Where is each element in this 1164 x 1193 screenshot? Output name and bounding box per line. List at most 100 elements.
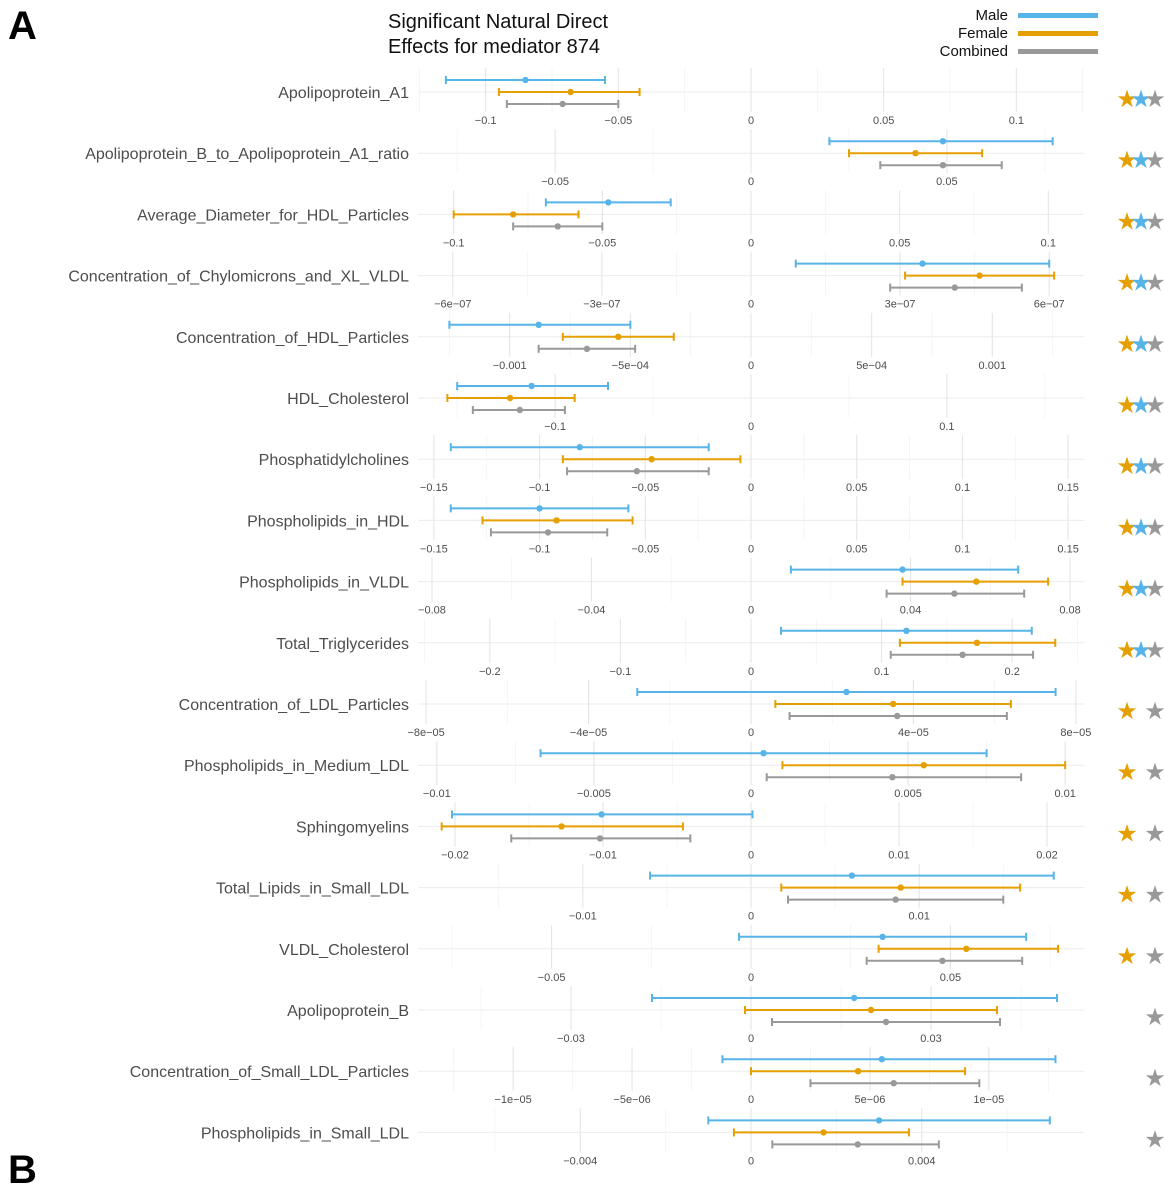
row-label: Concentration_of_HDL_Particles	[176, 330, 409, 347]
legend-item-combined: Combined	[900, 42, 1100, 60]
female-point-estimate	[897, 884, 904, 891]
significance-star-combined: ★	[1144, 1064, 1164, 1092]
x-tick-label: −0.1	[443, 237, 465, 249]
x-tick-label: 0.1	[1009, 115, 1024, 127]
x-tick-label: 0.15	[1057, 482, 1078, 494]
combined-point-estimate	[544, 529, 552, 536]
significance-star-male: ★	[1130, 85, 1152, 113]
x-tick-label: −1e−05	[494, 1094, 531, 1106]
x-tick-label: 0	[748, 727, 754, 739]
x-tick-label: 0	[748, 299, 754, 311]
significance-star-combined: ★	[1144, 330, 1164, 358]
x-tick-label: −0.2	[479, 666, 501, 678]
row-label: Sphingomyelins	[296, 819, 409, 836]
combined-point-estimate	[892, 896, 899, 903]
legend-item-male: Male	[900, 6, 1100, 24]
legend-swatch	[1018, 49, 1098, 54]
row-label: Apolipoprotein_B_to_Apolipoprotein_A1_ra…	[85, 146, 409, 163]
female-point-estimate	[558, 823, 565, 830]
x-tick-label: 0	[748, 115, 754, 127]
x-tick-label: 3e−07	[885, 299, 916, 311]
combined-point-estimate	[951, 284, 958, 291]
significance-star-female: ★	[1116, 942, 1138, 970]
significance-star-male: ★	[1130, 636, 1152, 664]
male-point-estimate	[760, 750, 767, 757]
x-tick-label: 0.01	[908, 911, 929, 923]
x-tick-label: −0.15	[420, 543, 448, 555]
x-tick-label: 5e−06	[854, 1094, 885, 1106]
x-tick-label: 0.15	[1057, 543, 1078, 555]
x-tick-label: −0.001	[493, 360, 527, 372]
female-point-estimate	[973, 639, 981, 646]
x-tick-label: 0	[748, 849, 754, 861]
male-point-estimate	[598, 811, 605, 818]
row-label: HDL_Cholesterol	[287, 391, 409, 408]
x-tick-label: −3e−07	[583, 299, 620, 311]
row-label: VLDL_Cholesterol	[279, 942, 409, 959]
row-label: Concentration_of_LDL_Particles	[179, 697, 409, 714]
combined-point-estimate	[882, 1018, 890, 1026]
male-point-estimate	[576, 444, 583, 451]
row-label: Total_Triglycerides	[276, 636, 409, 653]
row-label: Phospholipids_in_VLDL	[239, 575, 409, 592]
male-point-estimate	[522, 76, 529, 84]
x-tick-label: 4e−05	[898, 727, 929, 739]
row-label: Phospholipids_in_Small_LDL	[201, 1125, 409, 1142]
significance-star-male: ★	[1130, 513, 1152, 541]
x-tick-label: 5e−04	[856, 360, 887, 372]
x-tick-label: 0	[748, 176, 754, 188]
male-point-estimate	[843, 688, 850, 696]
x-tick-label: 0	[748, 972, 754, 984]
female-point-estimate	[963, 945, 970, 952]
x-tick-label: −4e−05	[570, 727, 607, 739]
x-tick-label: 0.1	[1041, 237, 1056, 249]
x-tick-label: 6e−07	[1034, 299, 1065, 311]
female-point-estimate	[889, 700, 897, 708]
x-tick-label: −0.05	[631, 543, 659, 555]
legend-item-female: Female	[900, 24, 1100, 42]
chart-title-line-1: Significant Natural Direct	[388, 11, 609, 33]
significance-star-combined: ★	[1144, 819, 1164, 847]
x-tick-label: 8e−05	[1060, 727, 1091, 739]
chart-title-line-2: Effects for mediator 874	[388, 36, 600, 58]
x-tick-label: −8e−05	[407, 727, 444, 739]
significance-star-combined: ★	[1144, 1003, 1164, 1031]
significance-star-combined: ★	[1144, 758, 1164, 786]
significance-star-combined: ★	[1144, 452, 1164, 480]
female-point-estimate	[615, 333, 622, 340]
x-tick-label: −5e−06	[613, 1094, 650, 1106]
x-tick-label: −5e−04	[612, 360, 649, 372]
x-tick-label: 0	[748, 788, 754, 800]
significance-star-female: ★	[1116, 819, 1138, 847]
x-tick-label: 0.1	[874, 666, 889, 678]
row-label: Concentration_of_Chylomicrons_and_XL_VLD…	[68, 269, 409, 286]
x-tick-label: 0	[748, 1033, 754, 1045]
significance-star-male: ★	[1130, 575, 1152, 603]
x-tick-label: 0	[748, 911, 754, 923]
significance-star-combined: ★	[1144, 85, 1164, 113]
x-tick-label: 0	[748, 1155, 754, 1167]
legend-label: Female	[957, 25, 1008, 42]
legend-label: Male	[975, 7, 1008, 24]
significance-star-female: ★	[1116, 85, 1138, 113]
x-tick-label: −0.05	[541, 176, 569, 188]
legend: Male Female Combined	[900, 6, 1100, 60]
x-tick-label: 1e−05	[973, 1094, 1004, 1106]
x-tick-label: 0.02	[1036, 849, 1057, 861]
x-tick-label: −0.004	[563, 1155, 597, 1167]
significance-star-female: ★	[1116, 452, 1138, 480]
combined-point-estimate	[516, 406, 524, 414]
row-label: Phosphatidylcholines	[259, 452, 409, 469]
combined-point-estimate	[959, 651, 966, 658]
x-tick-label: 0.05	[846, 482, 867, 494]
female-point-estimate	[553, 517, 560, 524]
panel-letter: A	[8, 4, 37, 48]
significance-star-female: ★	[1116, 207, 1138, 235]
significance-star-combined: ★	[1144, 575, 1164, 603]
x-tick-label: −6e−07	[434, 299, 471, 311]
x-tick-label: −0.1	[610, 666, 632, 678]
significance-star-male: ★	[1130, 269, 1152, 297]
female-point-estimate	[567, 88, 574, 96]
male-point-estimate	[879, 933, 886, 940]
